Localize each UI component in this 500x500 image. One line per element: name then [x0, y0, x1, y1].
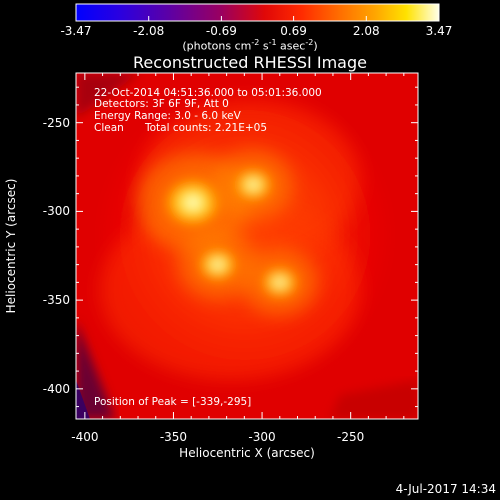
x-axis-label: Heliocentric X (arcsec): [179, 446, 315, 460]
colorbar-ticks: [75, 16, 440, 21]
plot-frame: [75, 72, 419, 420]
colorbar-tick-label: 2.08: [352, 24, 380, 38]
chart-title: Reconstructed RHESSI Image: [133, 53, 367, 72]
axis-ticks: [76, 73, 418, 419]
info-detectors: Detectors: 3F 6F 9F, Att 0: [94, 98, 229, 110]
y-tick-label: -400: [42, 381, 70, 396]
y-tick-label: -250: [42, 115, 70, 130]
x-tick-label: -350: [159, 430, 188, 444]
info-time: 22-Oct-2014 04:51:36.000 to 05:01:36.000: [94, 87, 322, 99]
info-clean: Clean: [94, 122, 124, 134]
info-peak-position: Position of Peak = [-339,-295]: [94, 396, 252, 408]
colorbar-gradient: [75, 3, 440, 22]
x-tick-label: -250: [337, 430, 365, 444]
source-core: [256, 262, 304, 303]
footer-date: 4-Jul-2017 14:34: [395, 482, 496, 496]
source-core: [157, 172, 229, 233]
colorbar-unit: (photons cm-2 s-1 asec-2): [182, 38, 318, 53]
heatmap-image: [76, 73, 418, 419]
colorbar-tick-label: 3.47: [425, 24, 453, 38]
colorbar-tick-label: -3.47: [60, 24, 92, 38]
source-core: [228, 163, 278, 206]
info-energy: Energy Range: 3.0 - 6.0 keV: [94, 110, 241, 122]
colorbar-tick-label: -2.08: [133, 24, 165, 38]
info-total-counts: Total counts: 2.21E+05: [145, 122, 268, 134]
y-tick-label: -300: [42, 204, 70, 219]
source-core: [193, 243, 243, 286]
colorbar-tick-label: -0.69: [205, 24, 237, 38]
hxr-sources: [136, 150, 318, 316]
colorbar-tick-label: 0.69: [280, 24, 307, 38]
x-tick-label: -300: [248, 430, 276, 444]
colorbar: [75, 3, 440, 22]
x-tick-label: -400: [71, 430, 99, 444]
y-tick-label: -350: [42, 293, 70, 308]
